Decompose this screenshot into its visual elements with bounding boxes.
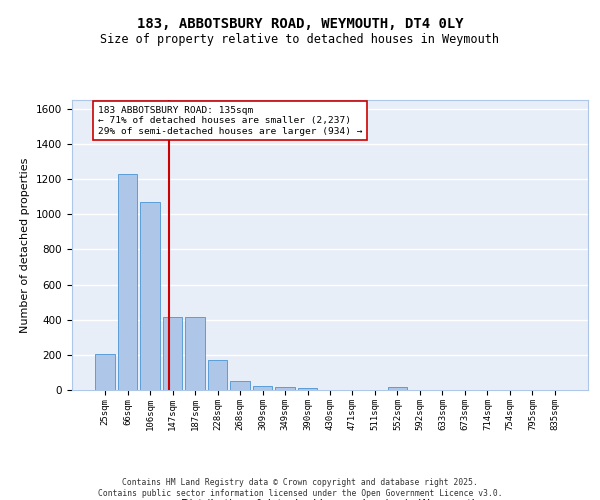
Bar: [185, 317, 205, 390]
Y-axis label: Number of detached properties: Number of detached properties: [20, 158, 31, 332]
Bar: [253, 386, 272, 390]
Bar: [163, 317, 182, 390]
Bar: [208, 360, 227, 390]
Bar: [275, 388, 295, 390]
Text: Contains HM Land Registry data © Crown copyright and database right 2025.
Contai: Contains HM Land Registry data © Crown c…: [98, 478, 502, 498]
Bar: [298, 388, 317, 390]
Bar: [388, 388, 407, 390]
Bar: [140, 202, 160, 390]
Bar: [95, 354, 115, 390]
Text: 183, ABBOTSBURY ROAD, WEYMOUTH, DT4 0LY: 183, ABBOTSBURY ROAD, WEYMOUTH, DT4 0LY: [137, 18, 463, 32]
Text: 183 ABBOTSBURY ROAD: 135sqm
← 71% of detached houses are smaller (2,237)
29% of : 183 ABBOTSBURY ROAD: 135sqm ← 71% of det…: [98, 106, 362, 136]
Bar: [230, 381, 250, 390]
Bar: [118, 174, 137, 390]
Text: Size of property relative to detached houses in Weymouth: Size of property relative to detached ho…: [101, 32, 499, 46]
